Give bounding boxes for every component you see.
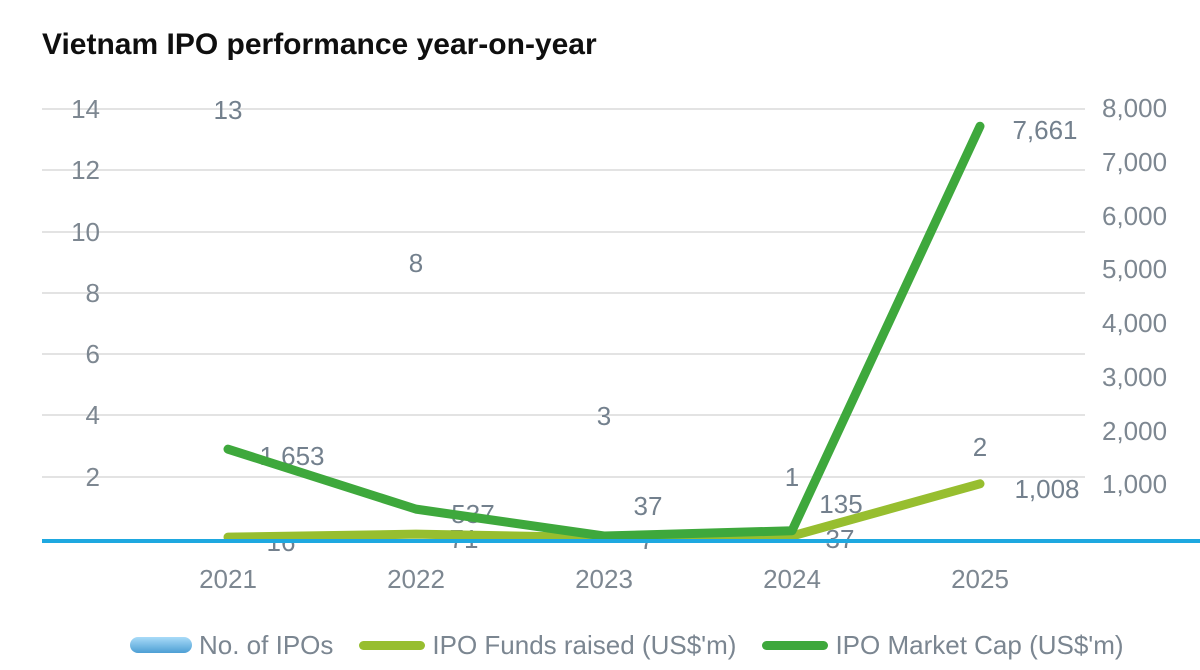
right-axis-tick-label: 4,000 (1102, 308, 1168, 338)
y-axis-tick-label: 12 (71, 155, 100, 186)
legend-label: IPO Funds raised (US$'m) (432, 630, 737, 660)
x-axis-category-label: 2023 (575, 564, 633, 594)
x-axis-category-label: 2021 (199, 564, 257, 594)
market-cap-value-label: 135 (819, 488, 863, 519)
right-axis-tick-label: 5,000 (1102, 254, 1168, 285)
right-axis-tick-label: 7,000 (1102, 146, 1168, 177)
y-axis-tick-label: 8 (85, 277, 100, 308)
bar-value-label: 3 (596, 401, 612, 432)
y-axis-tick-label: 10 (71, 216, 100, 247)
right-axis-tick-label: 1,000 (1102, 469, 1168, 500)
market-cap-value-label: 1,653 (259, 441, 325, 472)
x-axis-category-label: 2024 (763, 564, 821, 594)
legend-line-swatch-icon (359, 640, 426, 650)
y-axis-tick-label: 4 (85, 400, 100, 431)
bar-2021 (198, 140, 258, 540)
market-cap-value-label: 7,661 (1012, 115, 1078, 146)
right-axis-tick-label: 8,000 (1102, 93, 1168, 123)
bar-value-label: 2 (972, 431, 988, 462)
x-axis-category-label: 2025 (951, 564, 1009, 594)
x-axis-category-label: 2022 (387, 564, 445, 594)
y-axis-tick-label: 6 (85, 339, 100, 370)
legend: No. of IPOs IPO Funds raised (US$'m) IPO M… (130, 630, 1124, 660)
chart-title: Vietnam IPO performance year-on-year (42, 28, 597, 61)
legend-bar-swatch-icon (130, 637, 192, 653)
bar-value-label: 8 (408, 247, 424, 278)
bar-value-label: 13 (213, 94, 243, 125)
legend-line-swatch-icon (762, 640, 829, 650)
right-axis-tick-label: 2,000 (1102, 415, 1168, 446)
legend-label: IPO Market Cap (US$'m) (835, 630, 1124, 660)
right-axis-tick-label: 3,000 (1102, 361, 1168, 392)
market-cap-value-label: 37 (633, 491, 663, 521)
y-axis-tick-label: 14 (71, 94, 100, 124)
y-axis-tick-label: 2 (85, 461, 100, 492)
x-axis-line (42, 539, 1200, 543)
legend-item: IPO Market Cap (US$'m) (762, 630, 1124, 660)
legend-label: No. of IPOs (199, 630, 334, 660)
right-axis-tick-label: 6,000 (1102, 200, 1168, 231)
legend-item: No. of IPOs (130, 630, 333, 660)
gridline (42, 108, 1085, 110)
funds-value-label: 1,008 (1014, 473, 1080, 504)
market-cap-value-label: 537 (451, 499, 495, 530)
legend-item: IPO Funds raised (US$'m) (359, 630, 736, 660)
